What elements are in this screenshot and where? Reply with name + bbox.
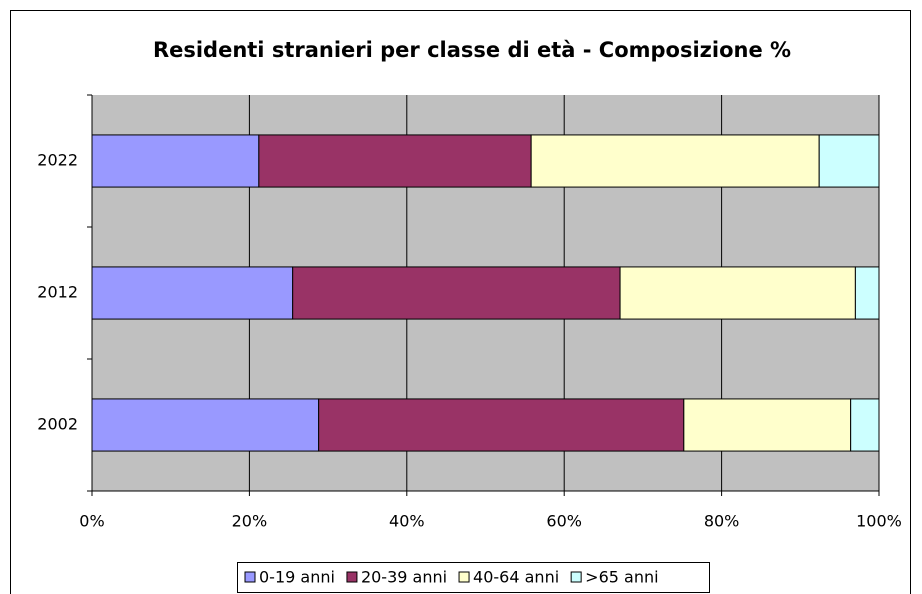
bar-segment [91, 266, 294, 320]
legend-swatch [346, 571, 358, 583]
x-tick-label: 60% [546, 512, 582, 531]
x-tick-label: 100% [856, 512, 902, 531]
bar-segment [258, 134, 532, 188]
legend-swatch [244, 571, 256, 583]
y-tick-label: 2002 [37, 415, 78, 434]
legend-label: 40-64 anni [473, 568, 559, 587]
legend-label: 0-19 anni [259, 568, 335, 587]
legend-box [237, 562, 710, 593]
x-tick-label: 80% [704, 512, 740, 531]
bar-segment [818, 134, 880, 188]
bar-segment [854, 266, 880, 320]
x-tick-label: 0% [79, 512, 104, 531]
x-tick-label: 20% [232, 512, 268, 531]
legend-swatch [570, 571, 582, 583]
bar-segment [850, 398, 880, 452]
y-tick-label: 2022 [37, 151, 78, 170]
bar-segment [91, 398, 320, 452]
bar-segment [318, 398, 685, 452]
legend-swatch [458, 571, 470, 583]
bar-segment [683, 398, 852, 452]
chart-title: Residenti stranieri per classe di età - … [153, 38, 791, 62]
bar-segment [530, 134, 820, 188]
legend-label: >65 anni [585, 568, 658, 587]
bar-segment [292, 266, 621, 320]
bar-segment [619, 266, 856, 320]
bar-segment [91, 134, 260, 188]
x-tick-label: 40% [389, 512, 425, 531]
legend-label: 20-39 anni [361, 568, 447, 587]
y-tick-label: 2012 [37, 283, 78, 302]
